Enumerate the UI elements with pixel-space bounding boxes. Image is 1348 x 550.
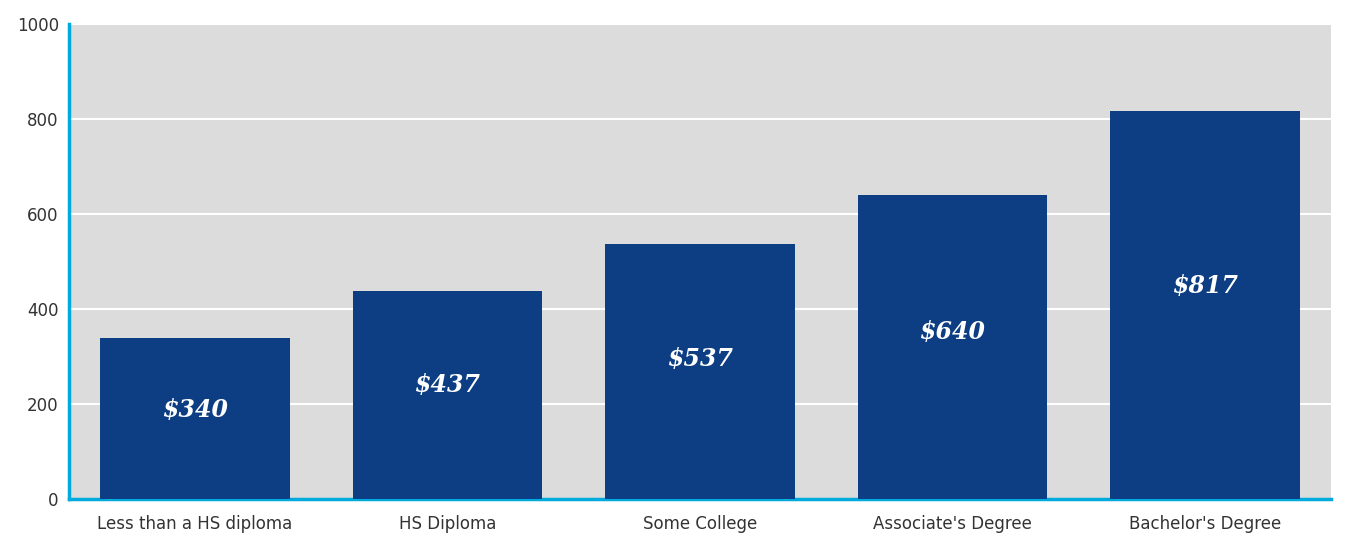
Text: $817: $817 — [1171, 273, 1237, 298]
Text: $437: $437 — [414, 373, 480, 397]
Text: $537: $537 — [667, 347, 733, 371]
Bar — [605, 244, 794, 499]
Bar — [100, 338, 290, 499]
Bar — [1111, 111, 1299, 499]
Text: $640: $640 — [919, 320, 985, 344]
Bar — [353, 292, 542, 499]
Bar — [857, 195, 1047, 499]
Text: $340: $340 — [162, 398, 228, 422]
